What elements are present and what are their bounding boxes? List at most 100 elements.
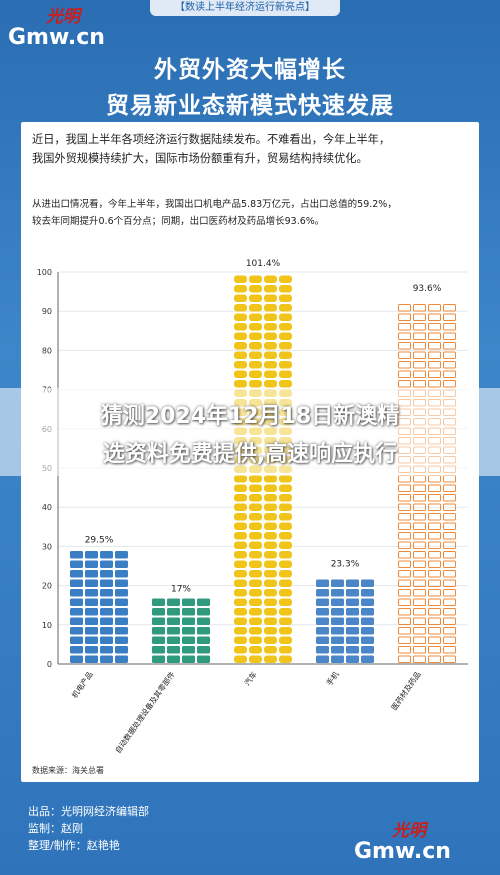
syringe-icon (443, 361, 456, 369)
syringe-icon (428, 579, 441, 587)
monitor-icon (100, 598, 113, 606)
syringe-icon (428, 351, 441, 359)
monitor-icon (70, 589, 83, 597)
syringe-icon (398, 655, 411, 663)
syringe-icon (413, 323, 426, 331)
syringe-icon (398, 380, 411, 388)
syringe-icon (413, 598, 426, 606)
monitor-icon (115, 579, 128, 587)
syringe-icon (428, 304, 441, 312)
credits: 出品：光明网经济编辑部 监制：赵刚 整理/制作：赵艳艳 (28, 803, 149, 854)
car-icon (249, 655, 262, 663)
monitor-icon (70, 570, 83, 578)
syringe-icon (443, 598, 456, 606)
car-icon (234, 636, 247, 644)
syringe-icon (398, 522, 411, 530)
car-icon (264, 285, 277, 293)
monitor-icon (100, 589, 113, 597)
car-icon (264, 332, 277, 340)
computer-icon (167, 636, 180, 644)
logo-watermark-bottom: 光明 Gmw.cn (354, 821, 451, 862)
car-icon (249, 475, 262, 483)
car-icon (234, 503, 247, 511)
syringe-icon (398, 532, 411, 540)
car-icon (264, 655, 277, 663)
car-icon (249, 323, 262, 331)
car-icon (249, 484, 262, 492)
syringe-icon (428, 646, 441, 654)
syringe-icon (413, 617, 426, 625)
syringe-icon (443, 617, 456, 625)
phone-icon (331, 589, 344, 597)
syringe-icon (443, 532, 456, 540)
car-icon (264, 503, 277, 511)
car-icon (264, 570, 277, 578)
car-icon (264, 541, 277, 549)
car-icon (279, 560, 292, 568)
monitor-icon (85, 551, 98, 559)
credit-value: 赵艳艳 (86, 839, 120, 852)
monitor-icon (85, 560, 98, 568)
page-subtitle: 贸易新业态新模式快速发展 (106, 93, 394, 119)
car-icon (264, 589, 277, 597)
car-icon (279, 285, 292, 293)
monitor-icon (115, 570, 128, 578)
syringe-icon (413, 532, 426, 540)
computer-icon (167, 646, 180, 654)
syringe-icon (398, 560, 411, 568)
monitor-icon (85, 570, 98, 578)
car-icon (234, 551, 247, 559)
car-icon (264, 294, 277, 302)
syringe-icon (413, 332, 426, 340)
car-icon (234, 598, 247, 606)
data-label: 101.4% (246, 259, 281, 269)
monitor-icon (100, 570, 113, 578)
monitor-icon (85, 579, 98, 587)
car-icon (264, 617, 277, 625)
car-icon (279, 513, 292, 521)
car-icon (279, 304, 292, 312)
phone-icon (361, 608, 374, 616)
car-icon (279, 323, 292, 331)
intro-text: 近日，我国上半年各项经济运行数据陆续发布。不难看出，今年上半年， 我国外贸规模持… (32, 130, 472, 168)
car-icon (279, 494, 292, 502)
car-icon (279, 475, 292, 483)
syringe-icon (398, 570, 411, 578)
monitor-icon (100, 636, 113, 644)
note-line: 从进出口情况看，今年上半年，我国出口机电产品5.83万亿元，占出口总值的59.2… (32, 199, 397, 210)
monitor-icon (85, 598, 98, 606)
monitor-icon (115, 636, 128, 644)
syringe-icon (428, 513, 441, 521)
monitor-icon (115, 551, 128, 559)
car-icon (279, 275, 292, 283)
syringe-icon (398, 503, 411, 511)
car-icon (264, 313, 277, 321)
car-icon (279, 636, 292, 644)
computer-icon (152, 627, 165, 635)
phone-icon (361, 655, 374, 663)
car-icon (264, 579, 277, 587)
monitor-icon (115, 608, 128, 616)
syringe-icon (443, 475, 456, 483)
monitor-icon (70, 608, 83, 616)
car-icon (249, 342, 262, 350)
syringe-icon (443, 522, 456, 530)
car-icon (249, 579, 262, 587)
phone-icon (346, 579, 359, 587)
x-tick-label: 手机 (324, 669, 341, 687)
syringe-icon (398, 598, 411, 606)
car-icon (249, 636, 262, 644)
car-icon (264, 342, 277, 350)
phone-icon (361, 579, 374, 587)
car-icon (264, 598, 277, 606)
banner-text-line: 选资料免费提供,高速响应执行 (102, 442, 398, 467)
car-icon (264, 370, 277, 378)
y-tick-label: 10 (42, 621, 52, 630)
car-icon (249, 560, 262, 568)
car-icon (279, 579, 292, 587)
syringe-icon (428, 332, 441, 340)
y-tick-label: 40 (42, 503, 52, 512)
computer-icon (167, 617, 180, 625)
car-icon (249, 513, 262, 521)
credit-label: 监制： (28, 822, 61, 835)
